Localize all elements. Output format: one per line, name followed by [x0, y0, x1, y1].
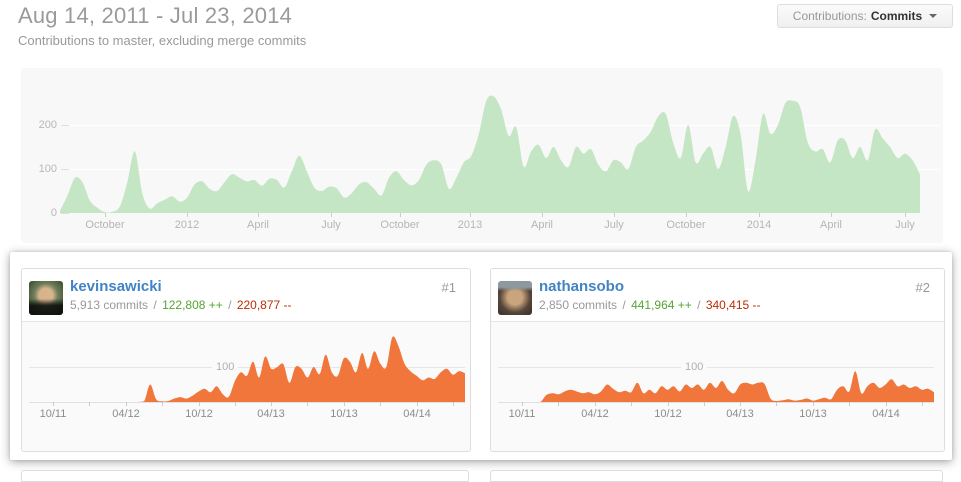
- caret-down-icon: [929, 14, 938, 18]
- deletions-count: 340,415 --: [705, 298, 761, 312]
- gridline-label: 100: [212, 361, 239, 373]
- x-axis-line: [29, 402, 465, 403]
- commit-count: 2,850 commits: [539, 298, 618, 312]
- separator: /: [622, 298, 626, 312]
- gridline-label: 100: [681, 361, 708, 373]
- commit-count: 5,913 commits: [70, 298, 149, 312]
- contributions-dropdown[interactable]: Contributions: Commits: [777, 4, 953, 28]
- additions-count: 122,808 ++: [162, 298, 223, 312]
- additions-count: 441,964 ++: [631, 298, 692, 312]
- contributor-stats: 5,913 commits / 122,808 ++ / 220,877 --: [70, 298, 292, 312]
- all-contributions-graph-panel: 200 100 0 October 2012 April July October 2013 A…: [21, 68, 943, 243]
- contributor-cards-panel: kevinsawicki #1 5,913 commits / 122,808 …: [10, 252, 952, 460]
- contributor-x-axis: 10/11 04/12 10/12 04/13 10/13 04/14: [29, 402, 465, 432]
- separator: /: [153, 298, 157, 312]
- gridline-100: 100: [498, 361, 934, 373]
- next-contributor-card-partial: [490, 470, 943, 482]
- contributor-username-link[interactable]: kevinsawicki: [70, 278, 162, 295]
- contributor-chart-section: 100 10/11 04/12 10/12 04/13 10/13 04/14: [491, 322, 944, 451]
- main-graph-x-axis: October 2012 April July October 2013 April July…: [60, 213, 920, 241]
- dropdown-label: Contributions:: [792, 9, 867, 23]
- contributor-area-chart: [498, 371, 934, 402]
- main-area-chart: [60, 95, 920, 213]
- next-contributor-card-partial: [21, 470, 469, 482]
- page-subtitle: Contributions to master, excluding merge…: [18, 33, 307, 48]
- contributor-card: nathansobo #2 2,850 commits / 441,964 ++…: [490, 268, 945, 452]
- separator: /: [697, 298, 701, 312]
- avatar[interactable]: [29, 281, 63, 315]
- contributor-chart-section: 100 10/11 04/12 10/12 04/13 10/13 04/14: [22, 322, 470, 451]
- deletions-count: 220,877 --: [236, 298, 292, 312]
- contributor-rank: #2: [915, 280, 930, 295]
- gridline-100: 100: [29, 361, 465, 373]
- dropdown-selected-value: Commits: [870, 9, 923, 23]
- contributor-username-link[interactable]: nathansobo: [539, 278, 624, 295]
- contributor-rank: #1: [441, 280, 456, 295]
- contributor-card-header: nathansobo #2 2,850 commits / 441,964 ++…: [491, 269, 944, 322]
- contributor-card: kevinsawicki #1 5,913 commits / 122,808 …: [21, 268, 471, 452]
- contributor-area-chart: [29, 336, 465, 402]
- contributor-card-header: kevinsawicki #1 5,913 commits / 122,808 …: [22, 269, 470, 322]
- avatar[interactable]: [498, 281, 532, 315]
- separator: /: [228, 298, 232, 312]
- contributor-x-axis: 10/11 04/12 10/12 04/13 10/13 04/14: [498, 402, 934, 432]
- x-axis-line: [498, 402, 934, 403]
- contributor-stats: 2,850 commits / 441,964 ++ / 340,415 --: [539, 298, 761, 312]
- page-title: Aug 14, 2011 - Jul 23, 2014: [18, 3, 293, 28]
